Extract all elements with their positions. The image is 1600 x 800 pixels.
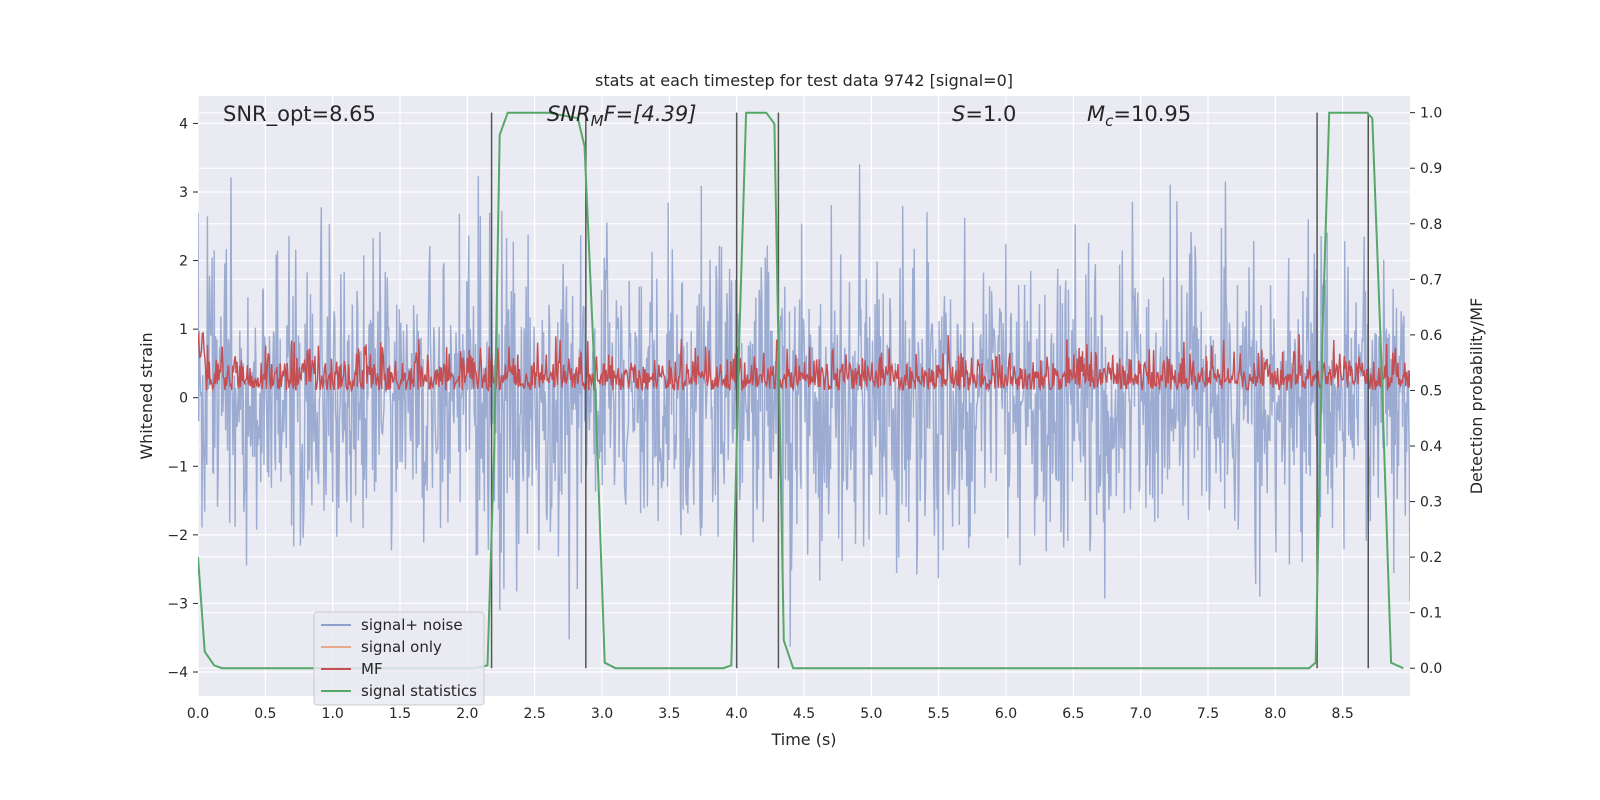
annotation-snr-opt: SNR_opt=8.65	[223, 102, 376, 127]
x-tick-label: 8.5	[1332, 706, 1354, 722]
x-tick-label: 6.0	[995, 706, 1017, 722]
y-tick-label-right: 0.8	[1420, 217, 1442, 233]
x-tick-label: 7.0	[1130, 706, 1152, 722]
x-tick-label: 2.5	[524, 706, 546, 722]
x-tick-label: 3.5	[658, 706, 680, 722]
y-tick-label-right: 0.9	[1420, 161, 1442, 177]
series-signal-noise-line	[198, 164, 1410, 647]
legend: signal+ noise signal only MF signal stat…	[313, 611, 485, 706]
y-tick-label-right: 0.1	[1420, 606, 1442, 622]
legend-box	[313, 611, 485, 706]
x-axis-ticks: 0.0 0.5 1.0 1.5 2.0 2.5 3.0 3.5 4.0 4.5 5.0 5.5 6.0 6…	[187, 706, 1354, 722]
x-tick-label: 8.0	[1264, 706, 1286, 722]
y-tick-label-left: 2	[179, 254, 188, 270]
y-tick-label-right: 0.0	[1420, 661, 1442, 677]
x-tick-label: 4.0	[726, 706, 748, 722]
y-tick-label-right: 0.7	[1420, 272, 1442, 288]
y-tick-label-right: 0.3	[1420, 495, 1442, 511]
x-tick-label: 6.5	[1062, 706, 1084, 722]
y-tick-label-right: 0.6	[1420, 328, 1442, 344]
y-tick-label-left: −3	[167, 596, 188, 612]
x-tick-label: 4.5	[793, 706, 815, 722]
y-tick-label-left: −1	[167, 459, 188, 475]
x-tick-label: 0.0	[187, 706, 209, 722]
x-tick-label: 5.0	[860, 706, 882, 722]
x-tick-label: 7.5	[1197, 706, 1219, 722]
y-tick-label-right: 1.0	[1420, 106, 1442, 122]
y-tick-label-left: 4	[179, 116, 188, 132]
series-mf-line	[198, 331, 1410, 393]
annotation-mc: Mc=10.95	[1087, 102, 1191, 130]
right-y-axis-label: Detection probability/MF	[1467, 298, 1486, 495]
y-tick-label-right: 0.2	[1420, 550, 1442, 566]
right-y-axis-ticks: 1.0 0.9 0.8 0.7 0.6 0.5 0.4 0.3 0.2 0.1 0.0	[1410, 106, 1442, 677]
series-mf	[198, 331, 1410, 393]
x-tick-label: 3.0	[591, 706, 613, 722]
legend-label-signal-only: signal only	[361, 638, 442, 656]
x-axis-label: Time (s)	[770, 730, 836, 749]
legend-label-noise: signal+ noise	[361, 616, 463, 634]
y-tick-label-left: 0	[179, 391, 188, 407]
x-tick-label: 5.5	[928, 706, 950, 722]
y-tick-label-left: 1	[179, 322, 188, 338]
y-tick-label-right: 0.5	[1420, 383, 1442, 399]
x-tick-label: 1.5	[389, 706, 411, 722]
y-tick-label-left: −2	[167, 528, 188, 544]
left-y-axis-label: Whitened strain	[137, 332, 156, 459]
left-y-axis-ticks: 4 3 2 1 0 −1 −2 −3 −4	[167, 116, 198, 681]
chart-title: stats at each timestep for test data 974…	[595, 71, 1013, 90]
annotation-snr-mf: SNRMF=[4.39]	[547, 102, 696, 130]
legend-label-stats: signal statistics	[361, 682, 477, 700]
legend-label-mf: MF	[361, 660, 383, 678]
x-tick-label: 0.5	[254, 706, 276, 722]
y-tick-label-left: 3	[179, 185, 188, 201]
x-tick-label: 2.0	[456, 706, 478, 722]
y-tick-label-right: 0.4	[1420, 439, 1442, 455]
x-tick-label: 1.0	[322, 706, 344, 722]
y-tick-label-left: −4	[167, 665, 188, 681]
annotation-s: S=1.0	[952, 102, 1016, 126]
series-signal-noise	[198, 164, 1410, 647]
